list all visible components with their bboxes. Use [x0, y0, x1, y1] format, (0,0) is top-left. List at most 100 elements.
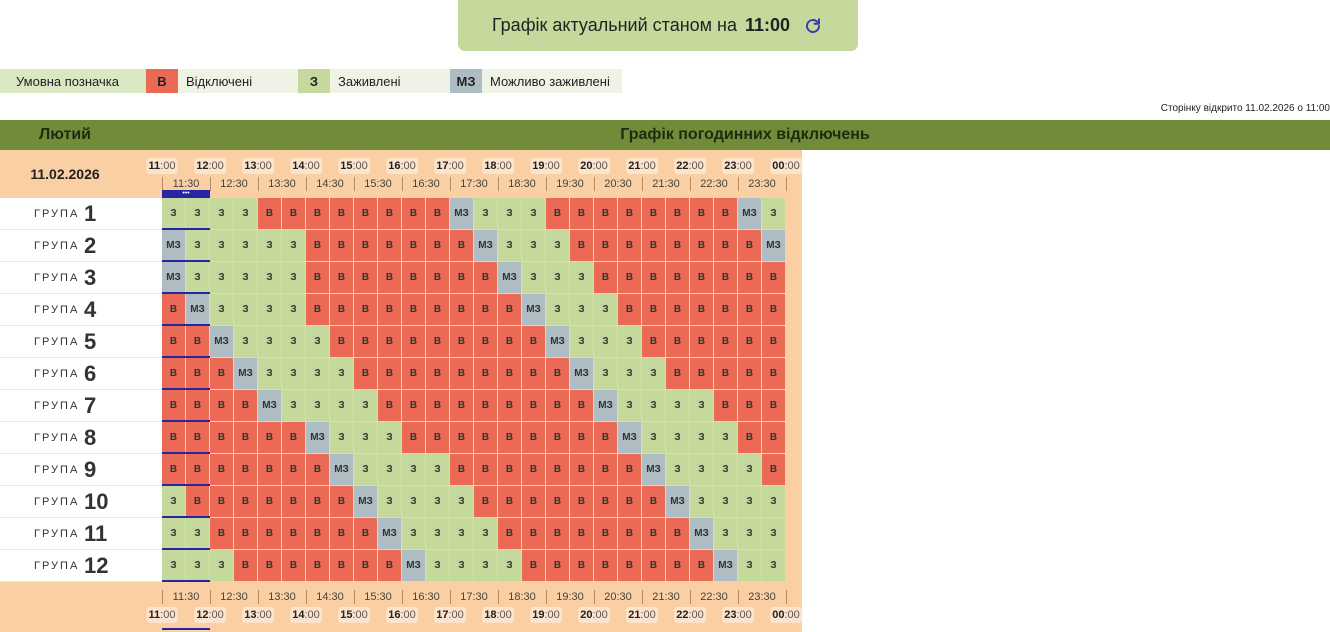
schedule-cell: З: [282, 262, 305, 293]
top-hour-label: 15:00: [338, 158, 370, 174]
schedule-cell: З: [738, 486, 761, 517]
schedule-cell: З: [306, 390, 329, 421]
schedule-cell: З: [666, 390, 689, 421]
schedule-cell: З: [426, 486, 449, 517]
schedule-cell: В: [450, 326, 473, 357]
current-time-row-line: [162, 420, 210, 422]
schedule-cell: МЗ: [402, 550, 425, 581]
schedule-cell: В: [210, 454, 233, 485]
schedule-cell: В: [210, 518, 233, 549]
top-hour-tick: [738, 177, 739, 191]
schedule-cell: В: [282, 550, 305, 581]
schedule-cell: З: [426, 550, 449, 581]
top-half-hour-label: 18:30: [508, 178, 536, 190]
schedule-cell: В: [330, 262, 353, 293]
top-hour-label: 18:00: [482, 158, 514, 174]
schedule-cell: В: [498, 454, 521, 485]
schedule-cell: В: [402, 358, 425, 389]
top-half-hour-label: 21:30: [652, 178, 680, 190]
schedule-cell: В: [618, 230, 641, 261]
schedule-cell: З: [690, 486, 713, 517]
schedule-cell: В: [474, 422, 497, 453]
month-label: Лютий: [39, 126, 91, 143]
schedule-cell: З: [714, 518, 737, 549]
top-half-hour-label: 19:30: [556, 178, 584, 190]
schedule-cell: В: [450, 422, 473, 453]
schedule-cell: З: [258, 230, 281, 261]
bottom-hour-label: 11:00: [146, 607, 178, 623]
top-hour-tick: [258, 177, 259, 191]
top-hour-label: 16:00: [386, 158, 418, 174]
schedule-cell: В: [282, 486, 305, 517]
schedule-cell: В: [762, 294, 785, 325]
group-number: 4: [84, 296, 97, 322]
legend-text-off: Відключені: [178, 69, 298, 93]
bottom-half-hour-label: 22:30: [700, 591, 728, 603]
schedule-cell: В: [306, 198, 329, 229]
refresh-icon[interactable]: [802, 15, 824, 37]
schedule-cell: В: [570, 486, 593, 517]
schedule-cell: В: [618, 454, 641, 485]
schedule-cell: В: [738, 262, 761, 293]
top-half-hour-label: 15:30: [364, 178, 392, 190]
schedule-cell: З: [762, 550, 785, 581]
schedule-cell: З: [450, 486, 473, 517]
schedule-cell: З: [546, 294, 569, 325]
schedule-cell: З: [498, 230, 521, 261]
schedule-cell: В: [618, 550, 641, 581]
group-number: 6: [84, 360, 97, 386]
schedule-cell: З: [234, 230, 257, 261]
schedule-cell: МЗ: [330, 454, 353, 485]
schedule-cell: В: [714, 198, 737, 229]
schedule-cell: З: [210, 550, 233, 581]
group-label-7: ГРУПА 7: [0, 390, 162, 422]
group-label-9: ГРУПА 9: [0, 454, 162, 486]
schedule-cell: В: [498, 486, 521, 517]
schedule-cell: В: [306, 486, 329, 517]
schedule-cell: В: [426, 358, 449, 389]
schedule-cell: МЗ: [594, 390, 617, 421]
schedule-cell: В: [426, 422, 449, 453]
schedule-cell: В: [666, 262, 689, 293]
schedule-cell: В: [234, 518, 257, 549]
schedule-cell: В: [690, 294, 713, 325]
schedule-cell: З: [690, 390, 713, 421]
schedule-cell: З: [210, 198, 233, 229]
schedule-cell: З: [258, 262, 281, 293]
schedule-cell: В: [714, 358, 737, 389]
schedule-cell: З: [642, 390, 665, 421]
schedule-cell: З: [282, 358, 305, 389]
top-half-hour-label: 13:30: [268, 178, 296, 190]
legend-text-on: Заживлені: [330, 69, 450, 93]
schedule-cell: В: [378, 198, 401, 229]
current-time-bottom-line: [162, 628, 210, 630]
group-word: ГРУПА: [34, 207, 80, 220]
legend-label: Умовна позначка: [0, 69, 146, 93]
current-time-marker: •••: [162, 190, 210, 198]
top-hour-tick: [210, 177, 211, 191]
bottom-half-hour-label: 21:30: [652, 591, 680, 603]
schedule-cell: В: [330, 326, 353, 357]
group-word: ГРУПА: [34, 559, 80, 572]
schedule-cell: В: [354, 198, 377, 229]
schedule-cell: МЗ: [258, 390, 281, 421]
group-label-1: ГРУПА 1: [0, 198, 162, 230]
current-time-row-line: [162, 516, 210, 518]
top-hour-tick: [546, 177, 547, 191]
schedule-cell: З: [234, 326, 257, 357]
group-label-12: ГРУПА 12: [0, 550, 162, 582]
schedule-cell: З: [162, 518, 185, 549]
schedule-cell: В: [306, 294, 329, 325]
schedule-cell: В: [426, 198, 449, 229]
group-word: ГРУПА: [34, 239, 80, 252]
schedule-cell: МЗ: [186, 294, 209, 325]
schedule-cell: З: [330, 422, 353, 453]
schedule-cell: В: [330, 198, 353, 229]
schedule-cell: В: [186, 326, 209, 357]
top-hour-label: 17:00: [434, 158, 466, 174]
schedule-cell: В: [522, 518, 545, 549]
schedule-cell: В: [258, 454, 281, 485]
schedule-cell: З: [546, 262, 569, 293]
schedule-cell: В: [690, 262, 713, 293]
group-number: 7: [84, 392, 97, 418]
